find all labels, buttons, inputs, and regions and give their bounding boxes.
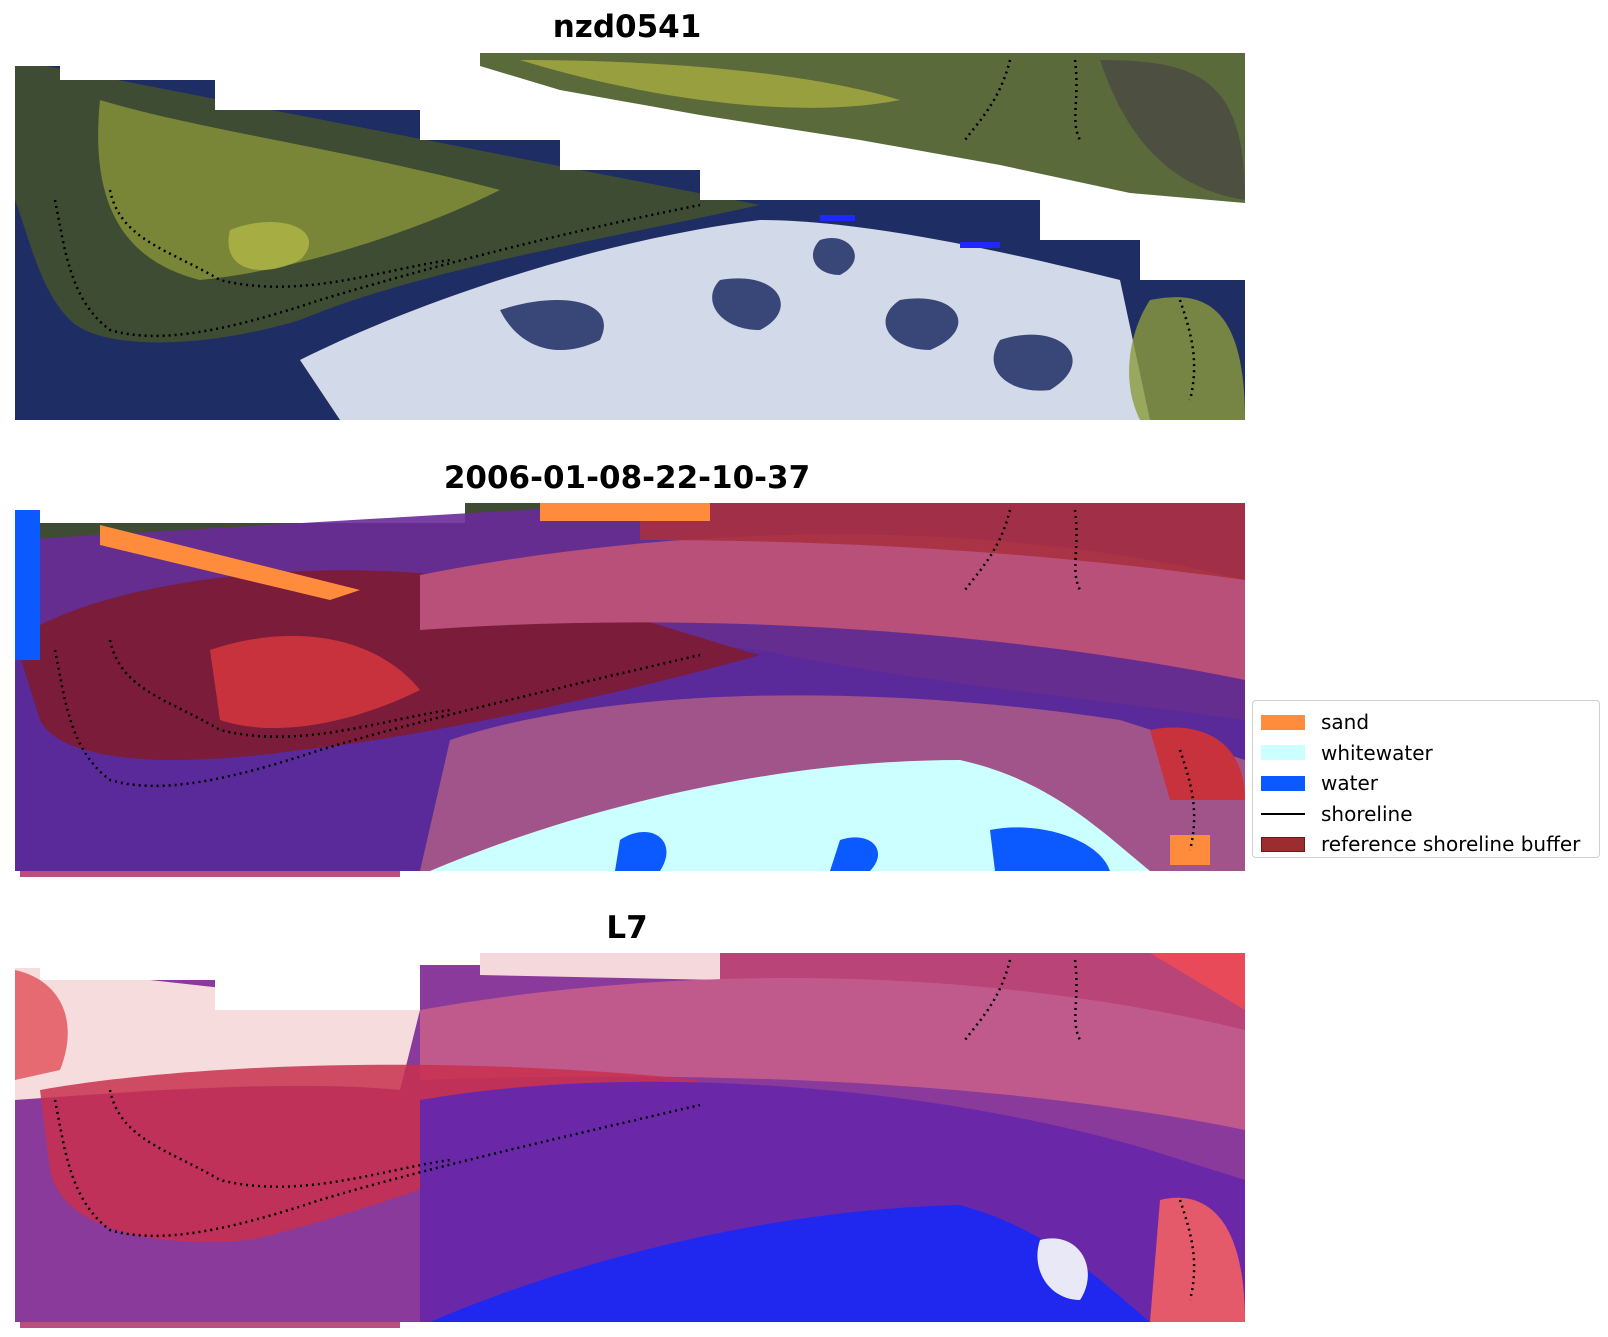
class-sand-top [540, 503, 710, 521]
legend-label: reference shoreline buffer [1321, 832, 1581, 857]
buffer-band-upper [420, 534, 1245, 680]
legend: sand whitewater water shoreline referenc… [1252, 700, 1600, 858]
legend-label: shoreline [1321, 801, 1413, 826]
index-blue-zone [430, 1205, 1150, 1322]
shoreline-1c [964, 59, 1196, 401]
legend-label: sand [1321, 710, 1370, 735]
index-red-corner [1150, 953, 1245, 1010]
buffer-edge-3 [20, 1322, 400, 1328]
class-water-patches [615, 827, 1110, 871]
reference-buffer-swatch [1261, 836, 1305, 852]
water-dash [960, 242, 1000, 248]
panel-title-index: L7 [606, 910, 648, 946]
shoreline-line-icon [1261, 812, 1305, 815]
shoreline-2c [964, 509, 1196, 851]
index-white-east [1037, 1238, 1088, 1300]
legend-item-whitewater: whitewater [1261, 738, 1599, 769]
shoreline-1 [53, 199, 701, 338]
vegetation-area [98, 100, 501, 280]
class-red-patch [210, 635, 420, 729]
shoreline-2 [53, 649, 701, 788]
legend-item-water: water [1261, 768, 1599, 799]
legend-item-reference-buffer: reference shoreline buffer [1261, 829, 1599, 860]
surf-gaps [500, 238, 1073, 391]
panel-title-classified: 2006-01-08-22-10-37 [443, 460, 811, 496]
legend-item-shoreline: shoreline [1261, 799, 1599, 830]
water-swatch [1261, 775, 1305, 791]
class-sand-west [100, 525, 360, 600]
whitewater-swatch [1261, 745, 1305, 761]
class-red-east [1150, 727, 1245, 800]
east-headland [1129, 297, 1245, 420]
sand-swatch [1261, 714, 1305, 730]
surf-zone [300, 220, 1150, 420]
shoreline-3c [964, 959, 1196, 1301]
index-white-top [480, 953, 720, 980]
class-water-strip [15, 510, 40, 660]
index-red-east [1150, 1197, 1245, 1322]
legend-item-sand: sand [1261, 707, 1599, 738]
panel-title-rgb: nzd0541 [552, 9, 702, 45]
water-dash [820, 215, 855, 221]
index-red-west [15, 970, 68, 1080]
index-buffer-band [420, 977, 1245, 1130]
buffer-band-top [640, 503, 1245, 580]
buffer-edge-2 [20, 871, 400, 877]
vegetation-patch [228, 221, 310, 270]
legend-label: whitewater [1321, 740, 1433, 765]
class-whitewater [430, 760, 1150, 871]
legend-label: water [1321, 771, 1378, 796]
shoreline-3 [53, 1099, 701, 1238]
